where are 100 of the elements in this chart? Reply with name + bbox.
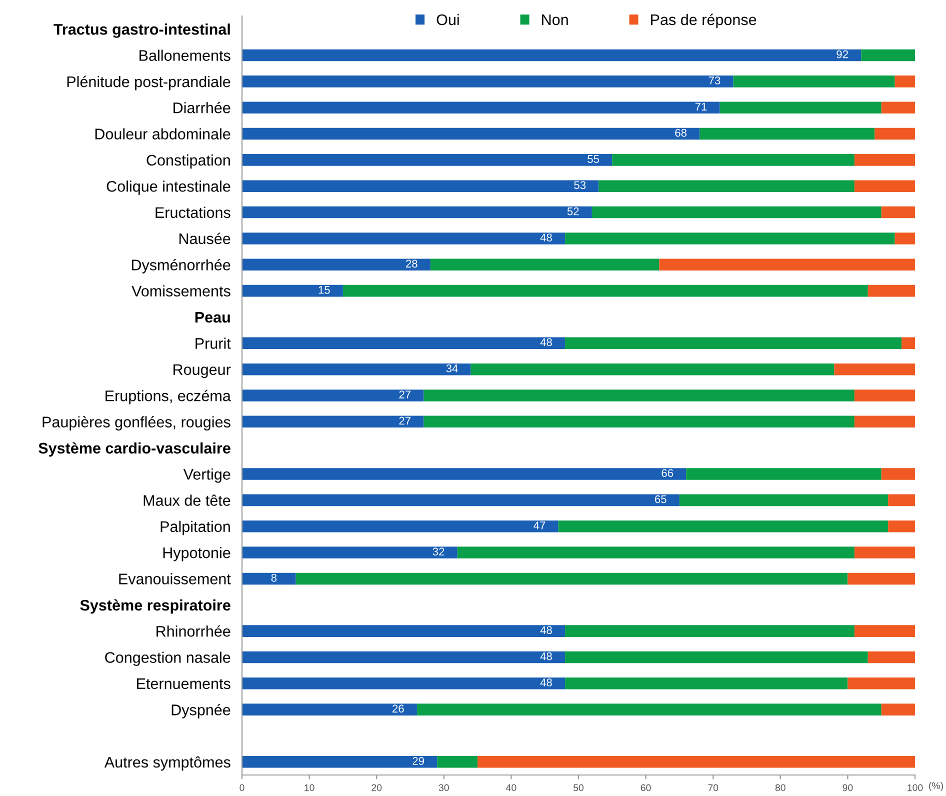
data-label: 52 [567,207,579,216]
bar [242,284,343,297]
bar [242,154,612,166]
y-tick-label: Evanouissement [119,573,231,584]
y-tick-label: Palpitation [160,520,230,536]
bar [242,756,438,768]
data-label: 47 [534,522,546,530]
y-tick-label: Prurit [196,338,231,349]
x-tick-label: 30 [438,784,449,792]
bar [242,102,720,114]
data-label: 68 [675,128,687,137]
y-tick-label: Rougeur [174,364,231,378]
y-tick-label: Système cardio-vasculaire [38,442,230,457]
bar [854,390,915,402]
data-label: 92 [836,50,848,58]
y-tick-label: Autres symptômes [104,756,230,771]
y-tick-label: Vomissements [132,285,230,296]
bar [686,468,882,480]
bar [612,154,854,166]
x-tick-label: 20 [372,784,382,792]
bar [242,651,566,664]
bar [242,468,686,480]
y-tick-label: Tractus gastro-intestinal [54,24,230,38]
bar [854,416,915,428]
bar [861,49,915,62]
x-tick-label: 40 [506,784,516,792]
data-label: 48 [540,678,552,686]
y-tick-label: Rhinorrhée [156,625,230,637]
y-tick-label: Diarrhée [174,102,230,114]
data-label: 65 [655,495,666,504]
y-tick-label: Dysménorrhée [132,259,230,274]
bar [242,180,599,192]
data-label: 48 [540,652,552,660]
bar [854,180,915,192]
y-tick-label: Système respiratoire [80,599,230,614]
bar [242,546,458,558]
data-label: 28 [406,260,418,268]
x-tick-label: 50 [573,784,584,792]
legend-label: Non [542,14,568,26]
data-label: 27 [399,390,411,398]
y-tick-label: Eruptions, eczéma [106,390,231,404]
bar [881,206,915,218]
data-label: 15 [318,286,330,294]
bar [894,232,915,244]
y-tick-label: Nausée [179,232,230,244]
bar [242,206,592,218]
bar [242,704,417,716]
bar [478,756,915,768]
data-label: 66 [662,469,674,477]
bar [565,232,895,244]
y-tick-label: Congestion nasale [105,652,230,666]
bar [565,625,854,637]
x-tick-label: 90 [842,784,853,792]
x-tick-label: 100 [908,784,923,792]
bar [558,520,888,532]
y-tick-label: Constipation [146,154,230,169]
bar [470,363,834,376]
y-tick-label: Colique intestinale [106,180,230,195]
bar [416,704,882,716]
data-label: 27 [399,416,411,425]
x-axis-title: (%) [929,782,943,792]
legend-label: Pas de réponse [651,14,756,28]
data-label: 73 [708,76,720,84]
data-label: 53 [574,181,586,190]
bar [565,678,848,690]
bar [565,651,868,664]
y-tick-label: Plénitude post-prandiale [67,76,230,90]
bar [242,678,566,690]
bar [834,363,915,376]
bar [242,128,700,140]
bar [242,416,424,428]
x-tick-label: 70 [708,784,718,792]
bar [700,128,875,140]
data-label: 48 [540,338,552,346]
data-label: 34 [446,364,458,372]
data-label: 32 [432,548,444,556]
bar [424,416,854,428]
bar [424,390,854,402]
bar [881,102,915,114]
y-tick-label: Douleur abdominale [95,128,230,140]
legend-label: Oui [436,14,459,26]
bar [868,284,915,297]
bar [242,49,862,62]
bar [430,258,660,271]
data-label: 26 [392,704,404,713]
data-label: 55 [588,155,600,163]
bar [342,284,868,297]
bar [242,520,558,532]
bar [874,128,915,140]
y-tick-label: Hypotonie [163,547,230,562]
bar [598,180,854,192]
bar [659,258,915,271]
y-tick-label: Eructations [156,206,230,218]
data-label: 48 [540,234,552,242]
y-tick-label: Dyspnée [172,704,230,718]
bar [888,520,915,532]
bar [457,546,854,558]
y-tick-label: Maux de tête [144,494,230,506]
x-tick-label: 0 [240,784,244,792]
y-tick-label: Peau [195,312,230,323]
